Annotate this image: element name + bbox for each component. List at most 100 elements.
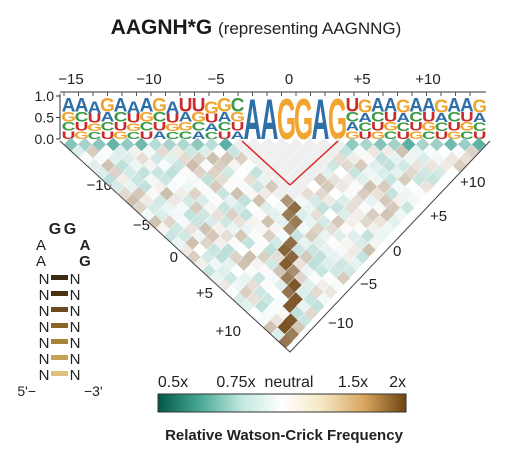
heatmap-cell (343, 200, 358, 215)
position-axes: −15 −10 −5 0 +5 +10−10−50+5+10+10+50−5−10 (58, 71, 486, 340)
heatmap-cell (231, 278, 246, 293)
heatmap-cell (278, 179, 293, 194)
hairpin-stem-base: N (70, 287, 81, 304)
logo-letter: A (346, 121, 360, 134)
top-axis-tick: −10 (136, 71, 161, 88)
heatmap-cell (274, 137, 289, 152)
hairpin-loop-base: G (64, 221, 76, 238)
heatmap-cell (327, 250, 342, 265)
heatmap-cell (331, 137, 346, 152)
covariation-heatmap (59, 137, 491, 353)
heatmap-cell (263, 320, 278, 335)
heatmap-cell (218, 214, 233, 229)
heatmap-cell (315, 278, 330, 293)
logo-letter: C (62, 120, 76, 134)
logo-letter-highlight: G (328, 88, 347, 152)
right-diagonal-tick: +10 (460, 174, 485, 191)
heatmap-cell (163, 151, 178, 166)
logo-letter: C (409, 110, 423, 125)
logo-letter: G (178, 120, 193, 134)
heatmap-cell (281, 207, 296, 222)
heatmap-cell (296, 299, 311, 314)
heatmap-cell (268, 299, 283, 314)
logo-letter: C (371, 110, 385, 125)
heatmap-cell (109, 179, 124, 194)
heatmap-cell (191, 228, 206, 243)
loop-boundary-left (241, 140, 291, 186)
heatmap-cell (196, 207, 211, 222)
heatmap-cell (246, 214, 261, 229)
heatmap-cell (323, 285, 338, 300)
heatmap-cell (223, 193, 238, 208)
hairpin-basepair-bar (51, 307, 68, 312)
heatmap-cell (228, 250, 243, 265)
heatmap-cell (302, 137, 318, 152)
heatmap-cell (260, 214, 275, 229)
logo-letter: C (75, 109, 89, 124)
heatmap-cell (424, 158, 439, 173)
logo-letter: U (397, 130, 411, 142)
heatmap-cell (259, 278, 274, 293)
logo-letter: A (447, 95, 461, 116)
heatmap-cell (319, 165, 334, 180)
hairpin-stem-base: N (39, 335, 50, 352)
logo-letter: A (192, 130, 206, 142)
logo-letter: G (165, 122, 180, 134)
heatmap-cell (251, 271, 266, 286)
heatmap-cell (232, 292, 247, 307)
heatmap-cell (304, 228, 319, 243)
heatmap-cell (241, 235, 256, 251)
heatmap-cell (309, 207, 324, 222)
heatmap-cell (284, 327, 299, 342)
heatmap-cell (292, 179, 307, 194)
logo-letter: A (218, 109, 232, 124)
logo-letter: U (140, 130, 154, 142)
logo-letter: G (409, 130, 424, 142)
hairpin-stem-base: N (70, 271, 81, 288)
heatmap-cell (169, 221, 184, 236)
heatmap-cell (305, 165, 320, 180)
heatmap-cell (314, 186, 329, 201)
heatmap-cell (168, 207, 183, 222)
heatmap-cell (262, 151, 277, 166)
heatmap-cell (94, 165, 109, 180)
heatmap-cell (228, 172, 243, 187)
heatmap-cell (201, 264, 216, 279)
hairpin-basepair-bar (51, 355, 68, 360)
logo-letter: U (114, 120, 128, 134)
heatmap-cell (204, 137, 219, 152)
heatmap-cell (315, 200, 330, 215)
heatmap-cell (176, 137, 191, 152)
heatmap-cell (405, 179, 420, 194)
heatmap-cell (340, 158, 355, 173)
heatmap-cell (233, 228, 248, 243)
logo-letter-highlight: A (244, 88, 262, 152)
heatmap-cell (231, 200, 246, 215)
heatmap-cell (106, 137, 121, 152)
heatmap-cell (391, 179, 406, 194)
heatmap-cell (320, 179, 335, 194)
heatmap-cell (242, 250, 257, 265)
heatmap-cell (203, 200, 218, 215)
logo-letter: A (166, 97, 180, 117)
heatmap-cell (175, 200, 190, 215)
heatmap-cell (154, 207, 169, 222)
heatmap-cell (288, 137, 303, 152)
hairpin-basepair-bar (51, 275, 68, 280)
hairpin-stem-base: N (39, 367, 50, 384)
logo-letter: C (166, 130, 180, 141)
logo-letter: G (139, 109, 154, 124)
heatmap-cell (331, 214, 346, 229)
title-main: AAGNH*G (110, 16, 213, 39)
heatmap-cell (305, 242, 320, 258)
heatmap-cell (301, 200, 316, 215)
heatmap-cell (222, 179, 237, 194)
heatmap-cell (415, 137, 430, 152)
logo-letter: U (192, 95, 206, 116)
colorbar-gradient (157, 393, 407, 413)
heatmap-cell (256, 250, 271, 265)
logo-letter: U (205, 112, 219, 126)
hairpin-stem-base: N (39, 271, 50, 288)
logo-letter: C (205, 130, 219, 141)
heatmap-cell (444, 151, 459, 166)
